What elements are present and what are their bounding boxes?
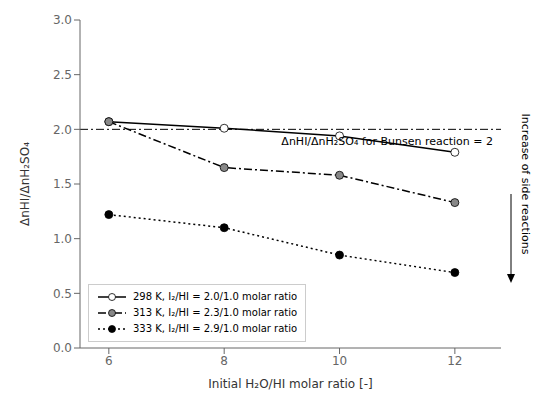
html-text:333 K, I₂/HI = 2.9/1.0 molar r: 333 K, I₂/HI = 2.9/1.0 molar ratio: [133, 323, 298, 334]
svg-text:1.0: 1.0: [53, 232, 72, 246]
html-text:313 K, I₂/HI = 2.3/1.0 molar r: 313 K, I₂/HI = 2.3/1.0 molar ratio: [133, 307, 298, 318]
svg-text:1.5: 1.5: [53, 177, 72, 191]
svg-text:3.0: 3.0: [53, 13, 72, 27]
html-text:298 K, I₂/HI = 2.0/1.0 molar r: 298 K, I₂/HI = 2.0/1.0 molar ratio: [133, 291, 298, 302]
svg-text:Initial H₂O/HI molar ratio [-]: Initial H₂O/HI molar ratio [-]: [208, 377, 372, 391]
svg-text:2.5: 2.5: [53, 68, 72, 82]
svg-text:8: 8: [220, 354, 228, 368]
svg-text:0.0: 0.0: [53, 341, 72, 355]
svg-text:ΔnHI/ΔnH₂SO₄: ΔnHI/ΔnH₂SO₄: [18, 142, 32, 226]
svg-text:0.5: 0.5: [53, 287, 72, 301]
svg-text:ΔnHI/ΔnH₂SO₄ for Bunsen reacti: ΔnHI/ΔnH₂SO₄ for Bunsen reaction = 2: [281, 135, 493, 148]
html-text:Increase of side reactions: Increase of side reactions: [519, 113, 532, 255]
svg-text:12: 12: [447, 354, 462, 368]
svg-text:2.0: 2.0: [53, 123, 72, 137]
svg-text:10: 10: [332, 354, 347, 368]
svg-text:6: 6: [105, 354, 113, 368]
